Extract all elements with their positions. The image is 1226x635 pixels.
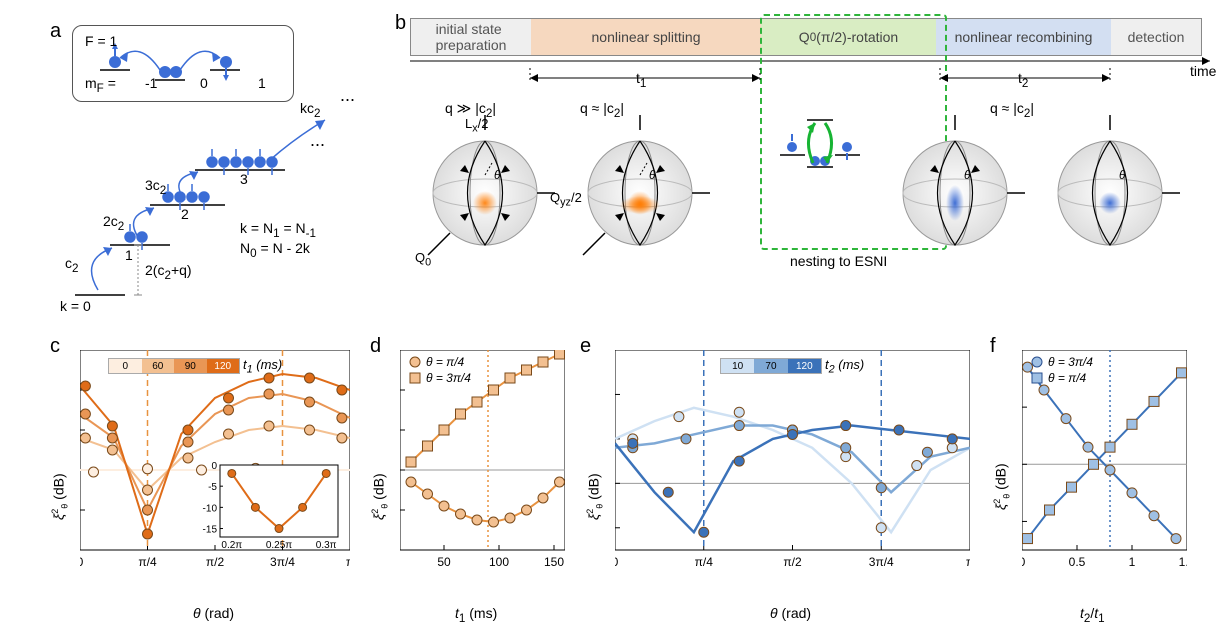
t2-label: t2 <box>1018 70 1028 90</box>
tl-rec: nonlinear recombining <box>936 19 1111 55</box>
q0-axis: Q0 <box>415 250 431 269</box>
svg-text:π: π <box>346 555 350 569</box>
svg-text:0: 0 <box>211 461 217 472</box>
svg-text:0.25π: 0.25π <box>266 540 292 551</box>
figure: a b c d e f <box>0 0 1226 635</box>
2c2-label: 2c2 <box>103 213 124 233</box>
panel-c-chart: -20-1001020300π/4π/23π/4π0-5-10-150.2π0.… <box>80 350 350 585</box>
svg-text:θ = π/4: θ = π/4 <box>1048 371 1087 385</box>
svg-text:0.5: 0.5 <box>1069 555 1086 569</box>
label-f: f <box>990 335 996 358</box>
dots-1: ... <box>310 130 325 151</box>
panel-a-svg <box>50 20 380 320</box>
svg-text:1: 1 <box>1129 555 1136 569</box>
svg-text:0.2π: 0.2π <box>221 540 242 551</box>
mF-m1: -1 <box>145 75 157 91</box>
mF-label: mF = <box>85 75 116 95</box>
svg-text:θ: θ <box>1119 168 1126 182</box>
mF-1: 1 <box>258 75 266 91</box>
F-label: F = 1 <box>85 33 117 49</box>
legend-c: 0 60 90 120 <box>108 358 240 374</box>
xlabel-d: t1 (ms) <box>455 605 497 625</box>
tl-det: detection <box>1111 19 1201 55</box>
3c2-label: 3c2 <box>145 177 166 197</box>
ylabel-d: ξ2θ (dB) <box>370 473 389 520</box>
svg-text:150: 150 <box>544 555 564 569</box>
svg-text:-10: -10 <box>203 503 218 514</box>
tl-split: nonlinear splitting <box>531 19 761 55</box>
c2-label: c2 <box>65 255 78 275</box>
svg-text:θ: θ <box>494 168 501 182</box>
qyz-label: Qyz/2 <box>550 190 582 209</box>
svg-text:π: π <box>966 555 970 569</box>
panel-f-chart: -1001000.511.5θ = 3π/4θ = π/4 <box>1022 350 1187 585</box>
svg-text:θ = 3π/4: θ = 3π/4 <box>1048 355 1093 369</box>
bloch-spheres: θ θ θ <box>410 115 1200 270</box>
svg-text:-5: -5 <box>208 482 217 493</box>
label-e: e <box>580 335 591 358</box>
mF-0: 0 <box>200 75 208 91</box>
svg-text:π/4: π/4 <box>138 555 157 569</box>
kc2-label: kc2 <box>300 100 320 120</box>
k1-label: 1 <box>125 247 133 263</box>
svg-text:π/2: π/2 <box>783 555 802 569</box>
svg-text:θ: θ <box>964 168 971 182</box>
kdef-2: N0 = N - 2k <box>240 240 310 260</box>
ylabel-f: ξ2θ (dB) <box>992 463 1011 510</box>
legend-e: 10 70 120 <box>720 358 822 374</box>
svg-text:π/4: π/4 <box>695 555 714 569</box>
ylabel-c: ξ2θ (dB) <box>50 473 69 520</box>
kdef-1: k = N1 = N-1 <box>240 220 316 240</box>
svg-text:θ = 3π/4: θ = 3π/4 <box>426 371 471 385</box>
svg-text:3π/4: 3π/4 <box>869 555 894 569</box>
t1-leg-c: t1 (ms) <box>243 357 282 376</box>
t2-leg-e: t2 (ms) <box>825 357 864 376</box>
xlabel-e: θ (rad) <box>770 605 811 621</box>
xlabel-c: θ (rad) <box>193 605 234 621</box>
xlabel-f: t2/t1 <box>1080 605 1105 625</box>
k2-label: 2 <box>181 206 189 222</box>
svg-text:50: 50 <box>437 555 451 569</box>
panel-e-chart: -1001020300π/4π/23π/4π <box>615 350 970 585</box>
svg-text:0.3π: 0.3π <box>316 540 337 551</box>
svg-text:0: 0 <box>1022 555 1026 569</box>
svg-text:3π/4: 3π/4 <box>270 555 295 569</box>
t-brackets <box>410 68 1200 98</box>
svg-text:100: 100 <box>489 555 509 569</box>
lx-label: Lx/2 <box>465 116 489 135</box>
svg-text:θ = π/4: θ = π/4 <box>426 355 465 369</box>
label-d: d <box>370 335 381 358</box>
dots-2: ... <box>340 85 355 106</box>
svg-text:-15: -15 <box>203 525 218 536</box>
label-c: c <box>50 335 60 358</box>
k0-label: k = 0 <box>60 298 91 314</box>
svg-text:0: 0 <box>615 555 619 569</box>
panel-d-chart: -20-10010203050100150θ = π/4θ = 3π/4 <box>400 350 565 585</box>
svg-text:1.5: 1.5 <box>1179 555 1187 569</box>
ylabel-e: ξ2θ (dB) <box>585 473 604 520</box>
t1-label: t1 <box>636 70 646 90</box>
label-b: b <box>395 12 406 35</box>
gap-label: 2(c2+q) <box>145 262 192 282</box>
tl-prep: initial state preparation <box>411 19 531 55</box>
svg-text:π/2: π/2 <box>206 555 225 569</box>
k3-label: 3 <box>240 171 248 187</box>
svg-text:0: 0 <box>80 555 84 569</box>
